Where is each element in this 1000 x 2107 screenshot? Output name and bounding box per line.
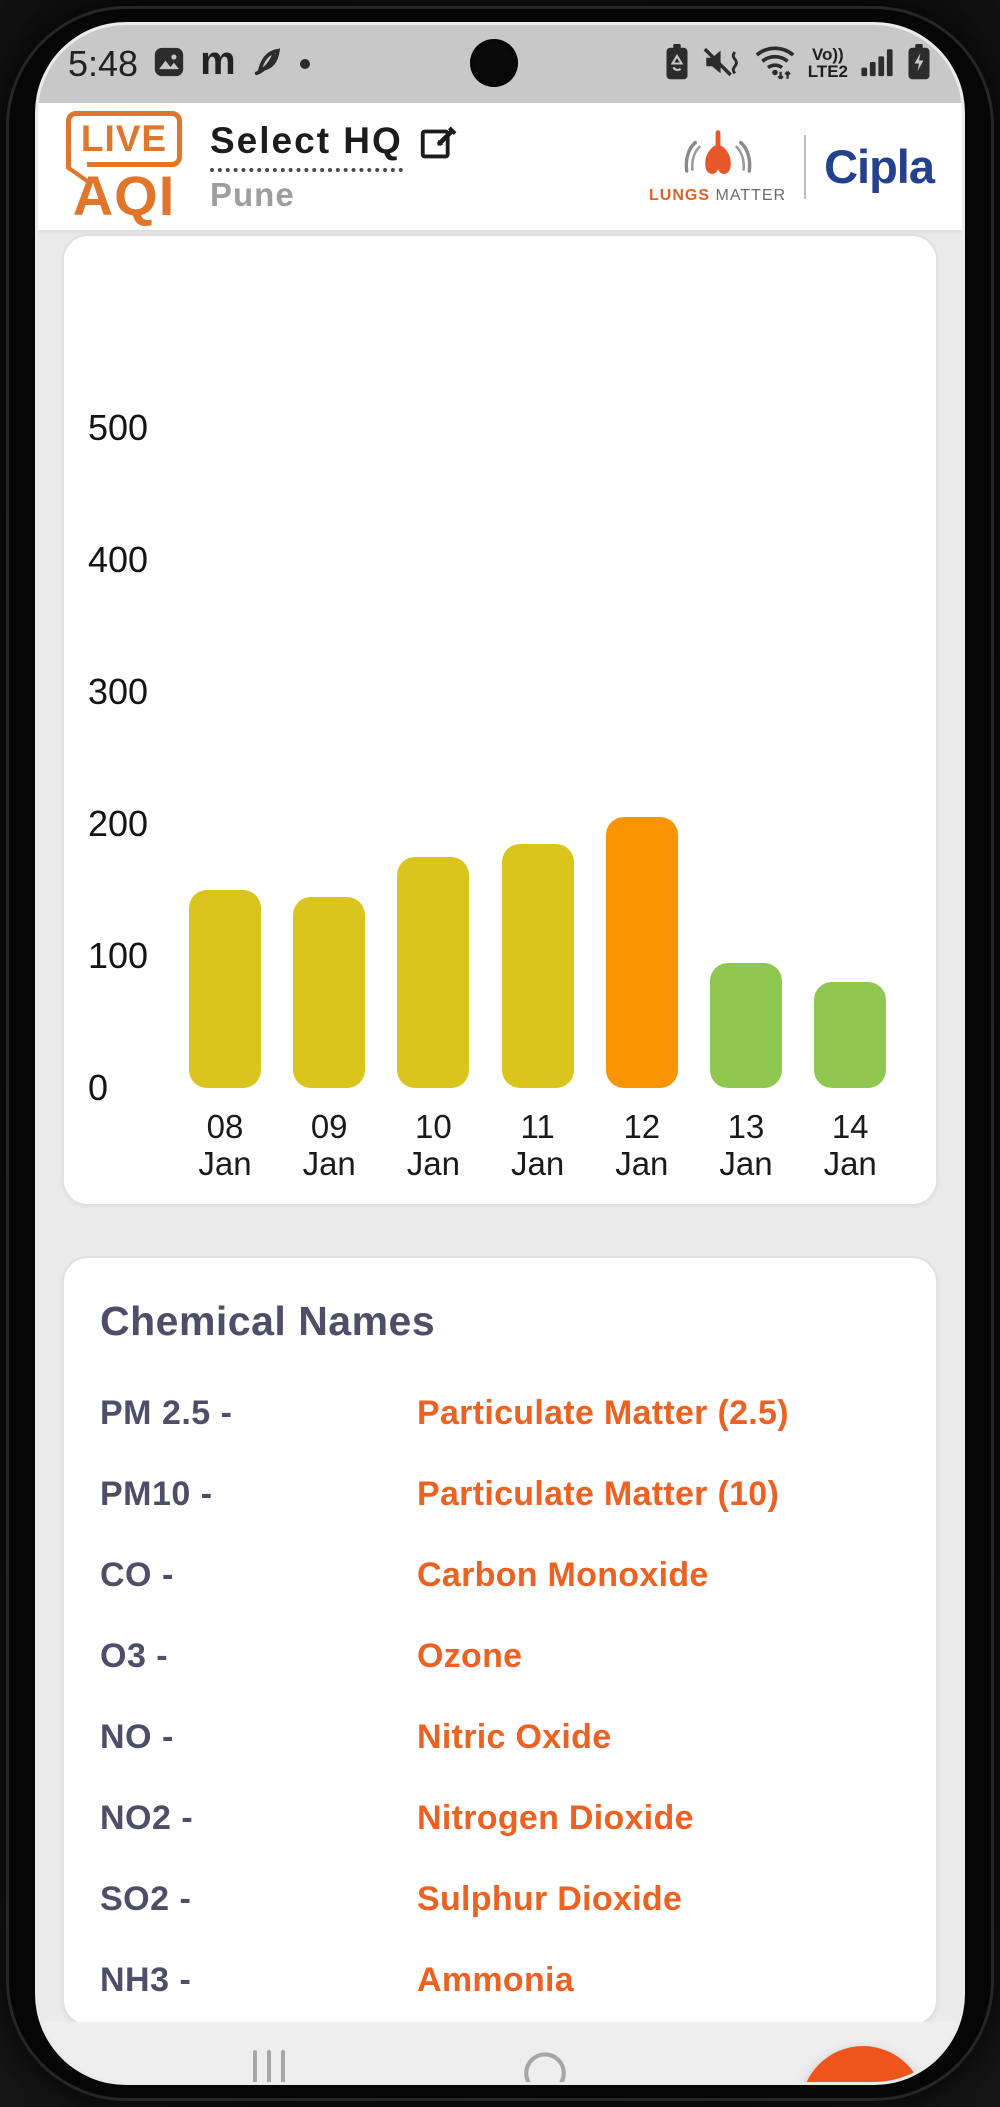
chemical-full-name: Sulphur Dioxide bbox=[417, 1880, 683, 1918]
mute-vibrate-icon bbox=[702, 44, 742, 85]
y-axis-tick-label: 100 bbox=[88, 935, 149, 976]
bar-11-jan[interactable] bbox=[501, 843, 574, 1088]
image-icon bbox=[152, 45, 186, 84]
bar-08-jan[interactable] bbox=[189, 890, 261, 1088]
chemical-list: PM 2.5 - Particulate Matter (2.5) PM10 - Pa… bbox=[100, 1391, 936, 2002]
battery-saver-icon bbox=[664, 43, 690, 85]
y-axis-tick-label: 0 bbox=[88, 1067, 109, 1108]
battery-charging-icon bbox=[906, 43, 932, 85]
chemical-abbr: PM10 - bbox=[100, 1475, 213, 1513]
chemical-full-name: Carbon Monoxide bbox=[417, 1556, 709, 1594]
aqi-bar-chart-card: 500 400 300 200 100 0 08 Jan 09 Jan 10 Jan 11 Jan 12 Ja… bbox=[62, 234, 938, 1206]
x-axis-tick-label: 10 Jan bbox=[406, 1108, 460, 1182]
bar-13-jan[interactable] bbox=[710, 962, 782, 1088]
chemical-abbr: NO - bbox=[100, 1718, 174, 1756]
chemical-names-title: Chemical Names bbox=[100, 1298, 436, 1344]
wifi-icon bbox=[754, 43, 796, 86]
city-label: Pune bbox=[210, 175, 295, 213]
y-axis-tick-label: 500 bbox=[88, 407, 149, 448]
chemical-row: NH3 - Ammonia bbox=[100, 1958, 936, 2002]
dot-icon bbox=[299, 59, 310, 69]
y-axis-tick-label: 200 bbox=[88, 803, 149, 844]
y-axis-tick-label: 300 bbox=[88, 671, 149, 712]
chemical-abbr: NO2 - bbox=[100, 1799, 194, 1837]
select-hq-button[interactable]: Select HQ bbox=[210, 120, 403, 172]
bottom-nav-bar bbox=[38, 2022, 962, 2082]
x-axis-tick-label: 13 Jan bbox=[719, 1108, 773, 1182]
chemical-full-name: Ozone bbox=[417, 1637, 523, 1675]
x-axis-tick-label: 08 Jan bbox=[198, 1108, 252, 1182]
lungs-icon bbox=[681, 128, 755, 185]
chemical-full-name: Particulate Matter (10) bbox=[417, 1475, 780, 1513]
cipla-logo: Cipla bbox=[824, 140, 935, 193]
chemical-abbr: NH3 - bbox=[100, 1961, 192, 1999]
chemical-full-name: Particulate Matter (2.5) bbox=[417, 1394, 789, 1432]
circle-icon[interactable] bbox=[520, 2044, 570, 2082]
bar-10-jan[interactable] bbox=[397, 857, 470, 1088]
status-time: 5:48 bbox=[68, 43, 139, 84]
chemical-abbr: O3 - bbox=[100, 1637, 169, 1675]
chemical-row: CO - Carbon Monoxide bbox=[100, 1553, 936, 1597]
volte-badge: Vo)) LTE2 bbox=[807, 45, 848, 81]
chemical-abbr: SO2 - bbox=[100, 1880, 192, 1918]
chemical-full-name: Nitrogen Dioxide bbox=[417, 1799, 694, 1837]
chemical-abbr: PM 2.5 - bbox=[100, 1394, 233, 1432]
chemical-full-name: Nitric Oxide bbox=[417, 1718, 612, 1756]
edit-pencil-icon[interactable] bbox=[417, 120, 463, 171]
chemical-row: O3 - Ozone bbox=[100, 1634, 936, 1678]
bar-chart-icon[interactable] bbox=[245, 2044, 293, 2082]
x-axis-tick-label: 14 Jan bbox=[823, 1108, 877, 1182]
x-axis-tick-label: 12 Jan bbox=[615, 1108, 669, 1182]
chemical-full-name: Ammonia bbox=[417, 1961, 575, 1999]
camera-punch-hole bbox=[470, 39, 518, 87]
chemical-row: PM10 - Particulate Matter (10) bbox=[100, 1472, 936, 1516]
leaf-icon bbox=[250, 45, 286, 84]
chemical-row: SO2 - Sulphur Dioxide bbox=[100, 1877, 936, 1921]
app-header: LIVE AQI Select HQ Pune bbox=[38, 103, 962, 230]
status-bar: 5:48 m Vo)) LTE2 bbox=[38, 25, 962, 103]
main-content: 500 400 300 200 100 0 08 Jan 09 Jan 10 Jan 11 Jan 12 Ja… bbox=[38, 230, 962, 2082]
y-axis-tick-label: 400 bbox=[88, 539, 149, 580]
chemical-names-card: Chemical Names PM 2.5 - Particulate Matte… bbox=[62, 1256, 938, 2026]
logo-divider bbox=[804, 134, 807, 199]
live-aqi-logo: LIVE AQI bbox=[62, 110, 186, 224]
share-icon bbox=[837, 2080, 889, 2083]
chemical-row: NO2 - Nitrogen Dioxide bbox=[100, 1796, 936, 1840]
bar-14-jan[interactable] bbox=[814, 982, 887, 1088]
chemical-row: NO - Nitric Oxide bbox=[100, 1715, 936, 1759]
signal-icon bbox=[860, 45, 894, 84]
m-icon: m bbox=[200, 39, 236, 83]
x-axis-tick-label: 09 Jan bbox=[302, 1108, 356, 1182]
x-axis-tick-label: 11 Jan bbox=[510, 1108, 565, 1182]
lungs-matter-logo: LUNGS MATTER bbox=[649, 128, 786, 205]
chemical-abbr: CO - bbox=[100, 1556, 174, 1594]
bar-chart: 500 400 300 200 100 0 08 Jan 09 Jan 10 Jan 11 Jan 12 Ja… bbox=[64, 236, 936, 1204]
chemical-row: PM 2.5 - Particulate Matter (2.5) bbox=[100, 1391, 936, 1435]
phone-screen: 5:48 m Vo)) LTE2 bbox=[38, 25, 962, 2082]
bar-09-jan[interactable] bbox=[293, 896, 366, 1088]
bar-12-jan[interactable] bbox=[605, 817, 678, 1088]
